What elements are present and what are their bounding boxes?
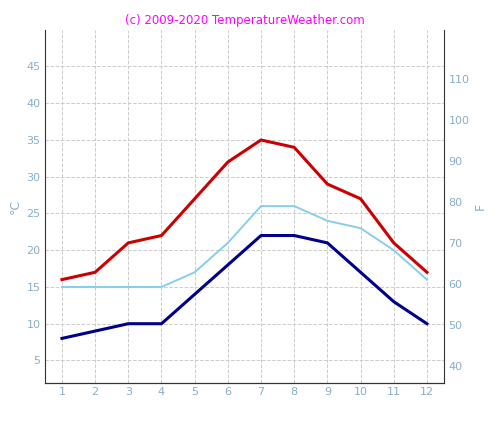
Y-axis label: °C: °C bbox=[9, 198, 22, 214]
Title: (c) 2009-2020 TemperatureWeather.com: (c) 2009-2020 TemperatureWeather.com bbox=[124, 14, 364, 27]
Y-axis label: F: F bbox=[474, 203, 486, 210]
